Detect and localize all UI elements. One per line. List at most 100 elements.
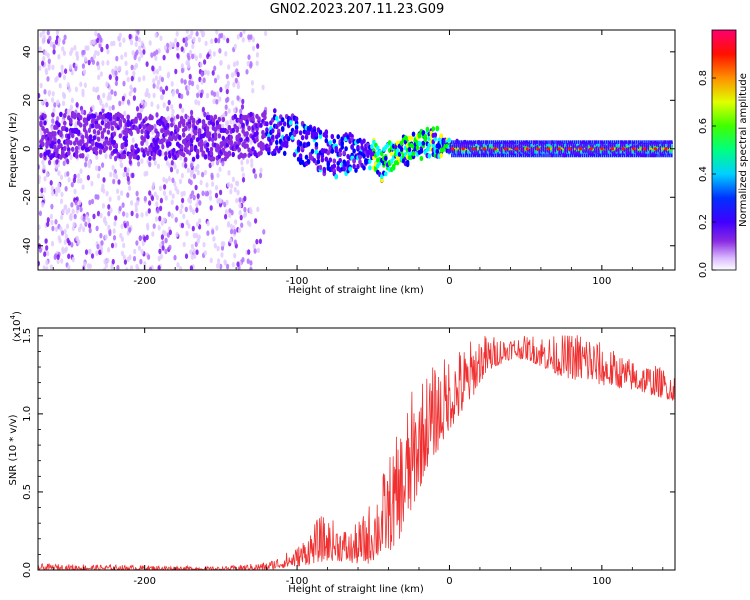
ridge-cell	[182, 119, 186, 124]
noise-cell	[197, 170, 200, 176]
ridge-cell	[214, 136, 218, 141]
noise-cell	[144, 196, 147, 202]
noise-cell	[63, 93, 66, 99]
ridge-cell	[99, 126, 103, 131]
noise-cell	[138, 77, 141, 83]
noise-cell	[196, 93, 199, 99]
noise-cell	[147, 254, 150, 260]
ridge-cell	[259, 150, 263, 155]
noise-cell	[64, 205, 67, 211]
ridge-cell	[338, 152, 342, 157]
ridge-cell	[247, 126, 251, 131]
noise-cell	[50, 180, 53, 186]
noise-cell	[164, 238, 167, 244]
noise-cell	[45, 102, 48, 108]
ridge-cell	[243, 153, 247, 158]
noise-cell	[187, 168, 190, 174]
ridge-cell	[245, 120, 249, 125]
noise-cell	[234, 239, 237, 245]
noise-cell	[58, 37, 61, 43]
noise-cell	[215, 225, 218, 231]
y-tick-label: -40	[22, 238, 33, 254]
ridge-cell	[348, 166, 352, 171]
figure-title: GN02.2023.207.11.23.G09	[270, 2, 445, 17]
noise-cell	[210, 258, 213, 264]
noise-cell	[243, 28, 246, 34]
noise-cell	[90, 181, 93, 187]
noise-cell	[112, 259, 115, 265]
noise-cell	[196, 31, 199, 37]
peak-cell	[547, 147, 550, 150]
noise-cell	[257, 248, 260, 254]
ridge-cell	[317, 159, 321, 164]
noise-cell	[205, 41, 208, 47]
noise-cell	[95, 250, 98, 256]
noise-cell	[181, 68, 184, 74]
noise-cell	[141, 100, 144, 106]
noise-cell	[155, 216, 158, 222]
colorbar-tick-label: 0.0	[698, 262, 709, 278]
noise-cell	[100, 71, 103, 77]
noise-cell	[201, 71, 204, 77]
noise-cell	[206, 93, 209, 99]
noise-cell	[219, 87, 222, 93]
noise-cell	[45, 245, 48, 251]
noise-cell	[241, 104, 244, 110]
noise-cell	[39, 211, 42, 217]
ridge-cell	[91, 141, 95, 146]
ridge-cell	[170, 117, 174, 122]
ridge-cell	[410, 136, 414, 141]
noise-cell	[146, 61, 149, 67]
noise-cell	[219, 198, 222, 204]
noise-cell	[136, 50, 139, 56]
noise-cell	[195, 207, 198, 213]
ridge-cell	[182, 152, 186, 157]
ridge-cell	[338, 158, 342, 163]
noise-cell	[213, 51, 216, 57]
ridge-cell	[136, 148, 140, 153]
noise-cell	[138, 56, 141, 62]
noise-cell	[155, 32, 158, 38]
noise-cell	[60, 215, 63, 221]
noise-cell	[95, 165, 98, 171]
noise-cell	[176, 89, 179, 95]
ridge-cell	[356, 145, 360, 150]
ridge-cell	[222, 117, 226, 122]
noise-cell	[146, 225, 149, 231]
x-tick-label: 100	[592, 576, 611, 587]
noise-cell	[102, 177, 105, 183]
ridge-cell	[182, 132, 186, 137]
noise-cell	[201, 172, 204, 178]
ridge-cell	[237, 147, 241, 152]
noise-cell	[249, 267, 252, 273]
noise-cell	[97, 75, 100, 81]
ridge-cell	[229, 139, 233, 144]
noise-cell	[57, 170, 60, 176]
noise-cell	[203, 59, 206, 65]
noise-cell	[254, 173, 257, 179]
noise-cell	[209, 195, 212, 201]
noise-cell	[54, 254, 57, 260]
ridge-cell	[408, 147, 412, 152]
noise-cell	[218, 167, 221, 173]
spectrogram-cells	[37, 27, 673, 272]
noise-cell	[196, 249, 199, 255]
noise-cell	[79, 168, 82, 174]
noise-cell	[217, 38, 220, 44]
noise-cell	[114, 242, 117, 248]
noise-cell	[118, 36, 121, 42]
noise-cell	[106, 60, 109, 66]
noise-cell	[90, 40, 93, 46]
noise-cell	[144, 101, 147, 107]
noise-cell	[181, 107, 184, 113]
noise-cell	[57, 54, 60, 60]
ridge-cell	[315, 142, 319, 147]
peak-cell	[558, 147, 561, 150]
noise-cell	[47, 30, 50, 36]
ridge-cell	[210, 151, 214, 156]
noise-cell	[113, 228, 116, 234]
ridge-cell	[218, 133, 222, 138]
noise-cell	[129, 34, 132, 40]
noise-cell	[43, 187, 46, 193]
ridge-cell	[340, 145, 344, 150]
